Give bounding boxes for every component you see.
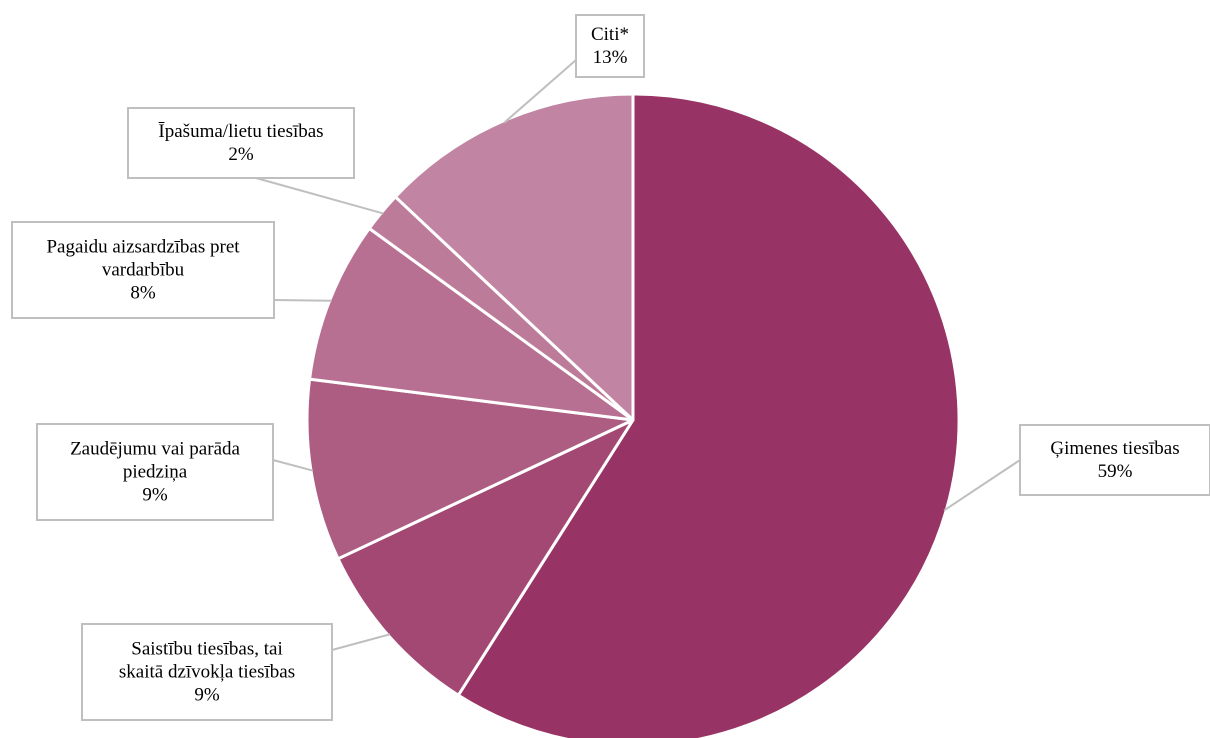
leader-line [943,459,1021,512]
data-label-category: Pagaidu aizsardzības pret [46,237,240,258]
data-label-value: 9% [142,485,168,506]
data-label-category: Citi* [591,24,629,45]
leader-lines [255,59,1021,651]
data-label-value: 2% [228,144,254,165]
pie-slice [393,92,635,422]
data-label: Citi*13% [575,14,645,78]
pie-slice [456,92,961,738]
data-label-box [127,107,355,179]
leader-line [272,459,314,472]
data-label-value: 8% [130,283,156,304]
data-label-box [575,14,645,78]
leader-line [503,59,577,124]
data-label-category: Ģimenes tiesības [1050,438,1179,459]
data-label-category: vardarbību [102,260,185,281]
leader-line [273,299,332,302]
data-label-value: 59% [1098,461,1133,482]
data-label-value: 13% [593,47,628,68]
data-label-category: Saistību tiesības, tai [131,639,282,660]
data-label-box [36,423,274,521]
leader-line [331,633,391,651]
data-label-category: piedziņa [123,462,188,483]
data-label-category: skaitā dzīvokļa tiesības [119,662,295,683]
data-label-value: 9% [194,685,220,706]
pie-slices [305,92,961,738]
data-label-category: Zaudējumu vai parāda [70,439,240,460]
data-label-box [81,623,333,721]
data-label-box [1019,424,1210,496]
data-label-category: Īpašuma/lietu tiesības [158,121,323,142]
data-label-box [11,221,275,319]
leader-line [255,177,384,215]
